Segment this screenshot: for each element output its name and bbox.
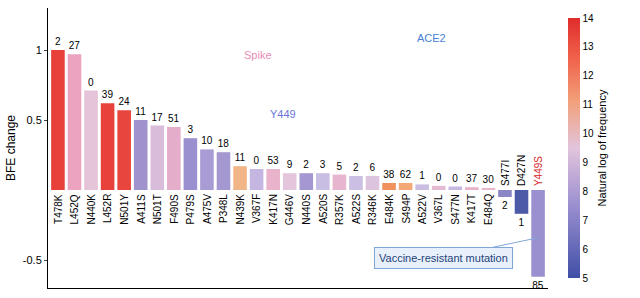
svg-text:K417T: K417T: [466, 194, 477, 223]
svg-text:2: 2: [353, 162, 359, 173]
svg-text:0: 0: [452, 173, 458, 184]
svg-text:11: 11: [135, 106, 146, 117]
svg-text:38: 38: [383, 169, 395, 180]
svg-text:0: 0: [436, 172, 442, 183]
svg-text:K417N: K417N: [268, 194, 279, 225]
svg-text:N501Y: N501Y: [119, 194, 130, 225]
svg-text:10: 10: [201, 135, 213, 146]
svg-text:A522S: A522S: [351, 194, 362, 224]
svg-text:L452R: L452R: [102, 194, 113, 223]
svg-text:Spike: Spike: [244, 49, 272, 61]
svg-text:1: 1: [36, 44, 42, 56]
svg-text:Y449: Y449: [270, 108, 296, 120]
svg-text:3: 3: [320, 159, 326, 170]
svg-text:24: 24: [118, 96, 130, 107]
svg-text:0: 0: [254, 155, 260, 166]
svg-text:D427N: D427N: [516, 155, 527, 186]
svg-text:8: 8: [583, 186, 589, 197]
svg-text:V367L: V367L: [433, 194, 444, 223]
svg-text:T478K: T478K: [53, 194, 64, 224]
svg-text:S477I: S477I: [500, 160, 511, 186]
svg-text:N439K: N439K: [235, 194, 246, 225]
svg-text:14: 14: [583, 13, 595, 24]
svg-text:2: 2: [55, 36, 61, 47]
svg-text:2: 2: [303, 159, 309, 170]
svg-text:6: 6: [370, 162, 376, 173]
svg-text:G446V: G446V: [284, 194, 295, 225]
svg-text:0: 0: [88, 77, 94, 88]
svg-text:30: 30: [483, 174, 495, 185]
svg-text:12: 12: [583, 70, 595, 81]
svg-text:R346K: R346K: [367, 194, 378, 225]
svg-text:3: 3: [187, 124, 193, 135]
svg-text:11: 11: [583, 99, 594, 110]
svg-text:Y449S: Y449S: [533, 156, 544, 186]
svg-text:E484Q: E484Q: [483, 194, 494, 225]
svg-text:5: 5: [583, 273, 589, 284]
svg-text:37: 37: [466, 173, 478, 184]
svg-text:85: 85: [532, 280, 544, 291]
svg-text:5: 5: [336, 161, 342, 172]
svg-text:1: 1: [419, 170, 425, 181]
svg-text:0.5: 0.5: [27, 114, 42, 126]
svg-text:BFE change: BFE change: [4, 115, 18, 181]
svg-text:R357K: R357K: [334, 194, 345, 225]
svg-text:18: 18: [218, 138, 230, 149]
svg-text:A520S: A520S: [318, 193, 329, 223]
svg-text:N440S: N440S: [301, 194, 312, 225]
svg-text:Natural log of frequency: Natural log of frequency: [596, 89, 608, 206]
svg-text:Vaccine-resistant mutation: Vaccine-resistant mutation: [379, 252, 508, 264]
svg-text:E484K: E484K: [384, 194, 395, 224]
svg-text:F490S: F490S: [169, 194, 180, 224]
svg-text:17: 17: [151, 112, 163, 123]
svg-text:-0.5: -0.5: [23, 254, 42, 266]
svg-text:N440K: N440K: [86, 194, 97, 225]
svg-text:9: 9: [287, 159, 293, 170]
svg-text:13: 13: [583, 41, 595, 52]
svg-text:A475V: A475V: [202, 194, 213, 224]
svg-text:11: 11: [235, 152, 246, 163]
svg-text:N501T: N501T: [152, 194, 163, 224]
svg-text:A411S: A411S: [136, 194, 147, 224]
svg-text:L452Q: L452Q: [69, 194, 80, 224]
svg-text:S477N: S477N: [450, 194, 461, 225]
svg-text:6: 6: [583, 244, 589, 255]
svg-text:62: 62: [400, 169, 412, 180]
svg-text:39: 39: [102, 89, 114, 100]
svg-text:51: 51: [168, 113, 180, 124]
svg-text:9: 9: [583, 157, 589, 168]
svg-text:P348L: P348L: [218, 194, 229, 223]
svg-text:1: 1: [519, 217, 525, 228]
svg-text:7: 7: [583, 215, 589, 226]
svg-text:S494P: S494P: [401, 193, 412, 223]
svg-text:2: 2: [502, 200, 508, 211]
svg-text:V367F: V367F: [251, 194, 262, 223]
svg-text:10: 10: [583, 128, 595, 139]
svg-text:27: 27: [69, 40, 81, 51]
svg-text:A522V: A522V: [417, 194, 428, 224]
svg-text:53: 53: [267, 155, 279, 166]
svg-text:P479S: P479S: [185, 194, 196, 224]
svg-text:ACE2: ACE2: [417, 32, 446, 44]
